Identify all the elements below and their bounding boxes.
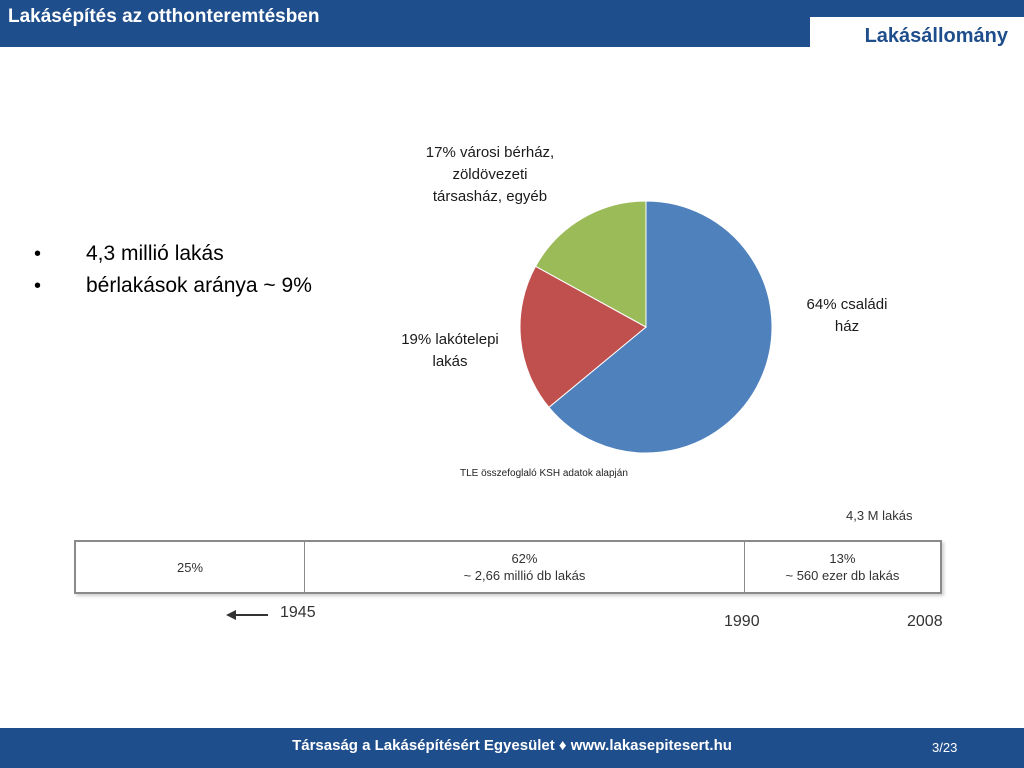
pie-label-line: ház bbox=[834, 318, 860, 335]
timeline-segment: 62% ~ 2,66 millió db lakás bbox=[304, 542, 744, 592]
pie-slice-housing-estate bbox=[519, 265, 647, 409]
year-label-1945: 1945 bbox=[280, 604, 316, 621]
segment-line: ~ 560 ezer db lakás bbox=[785, 568, 900, 583]
segment-line: ~ 2,66 millió db lakás bbox=[463, 568, 586, 583]
page-number: 3/23 bbox=[932, 740, 958, 755]
pie-label-line: 17% városi bérház, bbox=[425, 144, 555, 161]
segment-line: 13% bbox=[829, 551, 856, 566]
header-bar: Lakásépítés az otthonteremtésben Lakásál… bbox=[0, 0, 1024, 47]
total-label: 4,3 M lakás bbox=[846, 508, 913, 523]
pie-label-line: lakás bbox=[432, 353, 468, 370]
year-label-1990: 1990 bbox=[724, 613, 760, 630]
bullet-list: 4,3 millió lakás bérlakások aránya ~ 9% bbox=[32, 238, 312, 302]
footer-bar: Társaság a Lakásépítésért Egyesület ♦ ww… bbox=[0, 728, 1024, 768]
timeline-segment: 13% ~ 560 ezer db lakás bbox=[743, 542, 940, 592]
segment-line: 62% bbox=[511, 551, 538, 566]
timeline-segment: 25% bbox=[76, 542, 304, 592]
pie-label-line: társasház, egyéb bbox=[432, 188, 548, 205]
chart-source: TLE összefoglaló KSH adatok alapján bbox=[460, 468, 628, 479]
pie-label-line: 64% családi bbox=[806, 296, 888, 313]
pie-label-line: 19% lakótelepi bbox=[401, 331, 499, 348]
bullet-item: 4,3 millió lakás bbox=[32, 238, 312, 270]
year-label-2008: 2008 bbox=[907, 613, 943, 630]
pie-label-housing-estate: 19% lakótelepi lakás bbox=[388, 329, 512, 373]
section-title: Lakásállomány bbox=[864, 25, 1008, 47]
timeline-bar: 25% 62% ~ 2,66 millió db lakás 13% ~ 560… bbox=[74, 540, 942, 594]
footer-text: Társaság a Lakásépítésért Egyesület ♦ ww… bbox=[292, 737, 732, 754]
pie-label-other: 17% városi bérház, zöldövezeti társasház… bbox=[402, 142, 578, 208]
bullet-item: bérlakások aránya ~ 9% bbox=[32, 270, 312, 302]
header-title: Lakásépítés az otthonteremtésben bbox=[8, 6, 320, 27]
arrow-left-icon bbox=[226, 610, 268, 620]
section-box: Lakásállomány bbox=[810, 17, 1024, 47]
segment-line: 25% bbox=[177, 559, 204, 575]
pie-label-line: zöldövezeti bbox=[452, 166, 528, 183]
pie-label-family-house: 64% családi ház bbox=[792, 294, 902, 338]
pie-slice-other bbox=[534, 200, 647, 328]
pie-chart bbox=[519, 200, 773, 454]
pie-slice-family-house bbox=[548, 200, 773, 454]
